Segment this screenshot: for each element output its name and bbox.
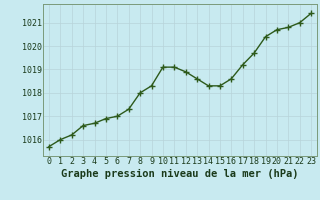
X-axis label: Graphe pression niveau de la mer (hPa): Graphe pression niveau de la mer (hPa): [61, 169, 299, 179]
